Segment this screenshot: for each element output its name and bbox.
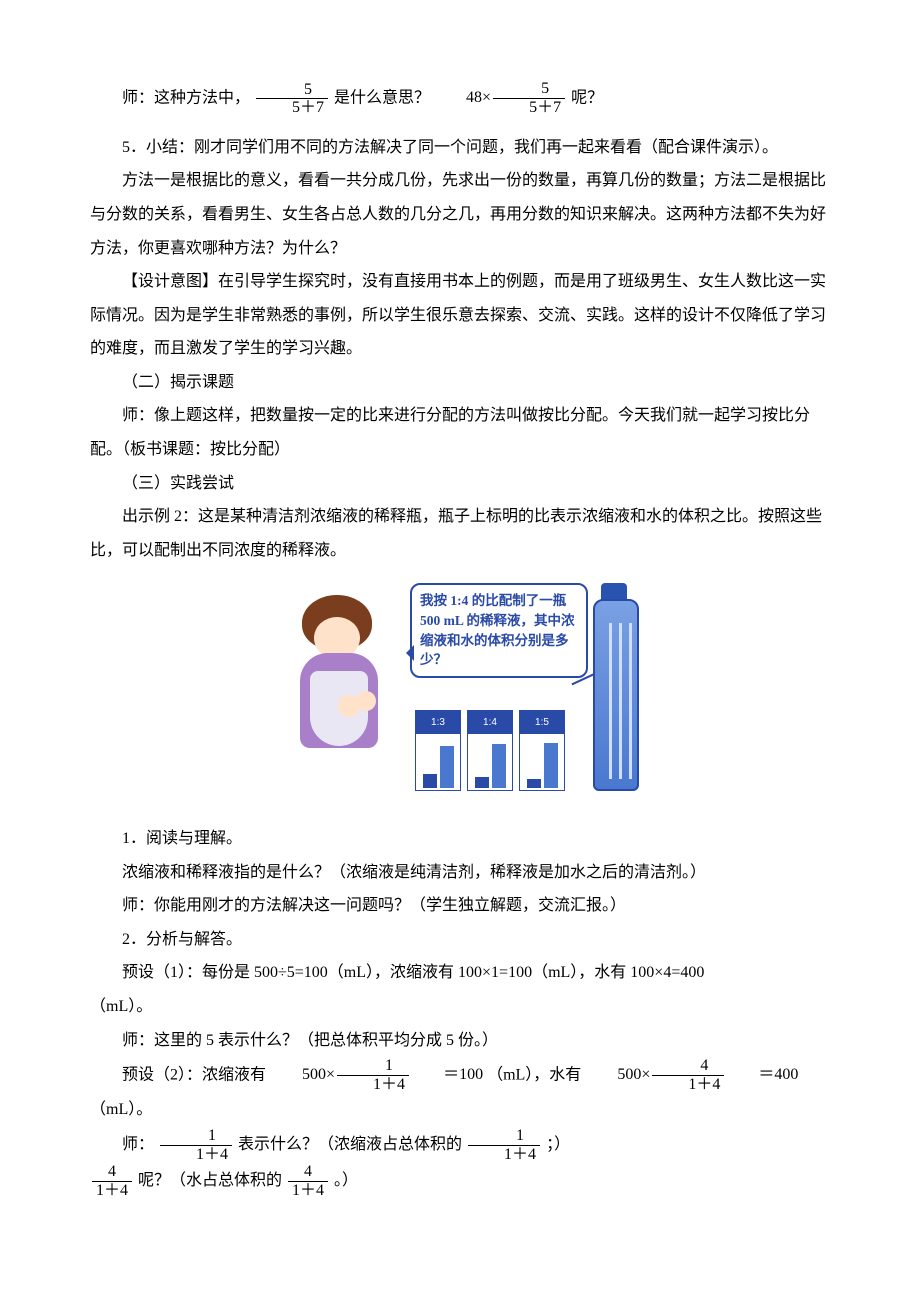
- step-1: 1．阅读与理解。: [90, 822, 830, 856]
- fraction-4-over-1plus4: 4 1＋4: [92, 1163, 132, 1199]
- ratio-card-1-4: 1:4: [467, 710, 513, 791]
- heading-3: （三）实践尝试: [90, 467, 830, 501]
- illustration: 我按 1:4 的比配制了一瓶 500 mL 的稀释液，其中浓缩液和水的体积分别是…: [90, 575, 830, 818]
- line-fraction-question: 师：这种方法中， 5 5＋7 是什么意思？ 48× 5 5＋7 呢？: [90, 80, 830, 117]
- text: 是什么意思？: [334, 89, 430, 106]
- text: 师：这种方法中，: [122, 89, 250, 106]
- para-what-is-5: 师：这里的 5 表示什么？（把总体积平均分成 5 份。）: [90, 1024, 830, 1058]
- para-design-intent: 【设计意图】在引导学生探究时，没有直接用书本上的例题，而是用了班级男生、女生人数…: [90, 265, 830, 366]
- para-preset2: 预设（2）：浓缩液有 500× 1 1＋4 ＝100 （mL），水有 500× …: [90, 1057, 830, 1127]
- para-can-you-solve: 师：你能用刚才的方法解决这一问题吗？（学生独立解题，交流汇报。）: [90, 889, 830, 923]
- para-example2: 出示例 2：这是某种清洁剂浓缩液的稀释瓶，瓶子上标明的比表示浓缩液和水的体积之比…: [90, 500, 830, 567]
- para-summary-5: 5．小结：刚才同学们用不同的方法解决了同一个问题，我们再一起来看看（配合课件演示…: [90, 131, 830, 165]
- expr-48x: 48× 5 5＋7: [434, 80, 567, 116]
- para-method-compare: 方法一是根据比的意义，看看一共分成几份，先求出一份的数量，再算几份的数量；方法二…: [90, 164, 830, 265]
- para-frac-1over5: 师： 1 1＋4 表示什么？（浓缩液占总体积的 1 1＋4 ；）: [90, 1127, 830, 1163]
- para-preset1b: （mL）。: [90, 990, 830, 1024]
- ratio-card-1-3: 1:3: [415, 710, 461, 791]
- step-2: 2．分析与解答。: [90, 923, 830, 957]
- para-reveal-topic: 师：像上题这样，把数量按一定的比来进行分配的方法叫做按比分配。今天我们就一起学习…: [90, 399, 830, 466]
- expr-500x-4over5: 500× 4 1＋4 ＝400: [585, 1057, 798, 1093]
- para-frac-4over5: 4 1＋4 呢？（水占总体积的 4 1＋4 。）: [90, 1163, 830, 1199]
- para-concentrate: 浓缩液和稀释液指的是什么？（浓缩液是纯清洁剂，稀释液是加水之后的清洁剂。）: [90, 856, 830, 890]
- fraction-5-over-5plus7: 5 5＋7: [256, 81, 328, 117]
- expr-500x-1over5: 500× 1 1＋4 ＝100: [270, 1057, 483, 1093]
- fraction-1-over-1plus4: 1 1＋4: [160, 1127, 232, 1163]
- bottle: [587, 583, 642, 788]
- text: 呢？: [571, 89, 603, 106]
- speech-bubble: 我按 1:4 的比配制了一瓶 500 mL 的稀释液，其中浓缩液和水的体积分别是…: [410, 583, 588, 677]
- ratio-cards: 1:3 1:4 1:5: [415, 710, 565, 791]
- heading-2: （二）揭示课题: [90, 366, 830, 400]
- para-preset1a: 预设（1）：每份是 500÷5=100（mL），浓缩液有 100×1=100（m…: [90, 956, 830, 990]
- woman-figure: [280, 595, 400, 795]
- ratio-card-1-5: 1:5: [519, 710, 565, 791]
